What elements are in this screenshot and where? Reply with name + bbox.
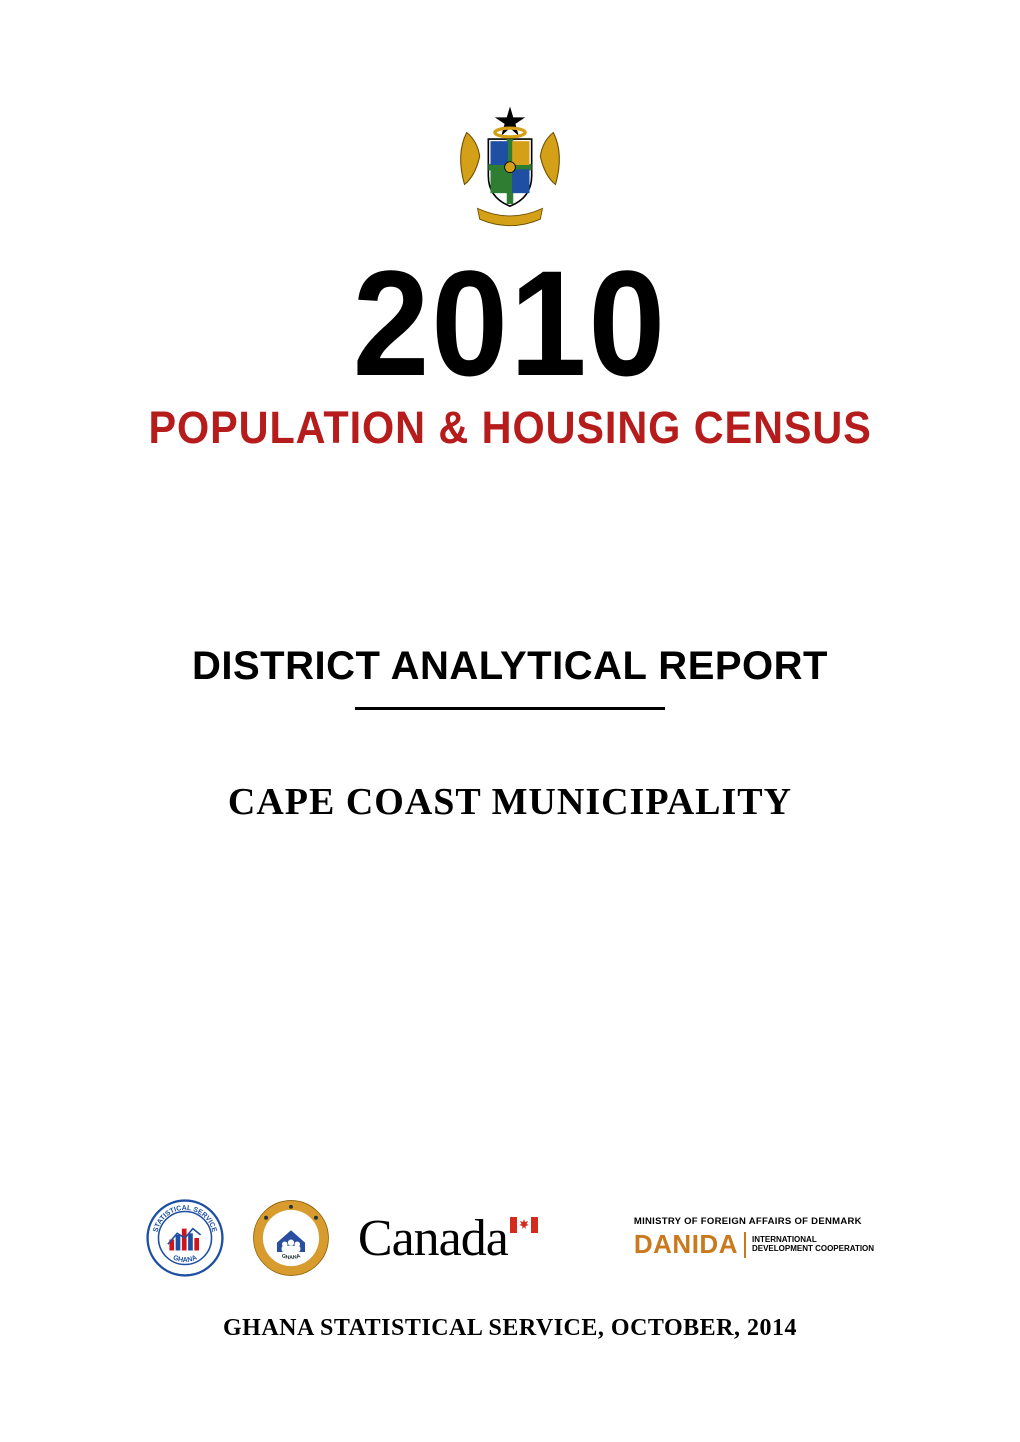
sponsor-logo-row: STATISTICAL SERVICE GHANA GHANA [0, 1199, 1020, 1277]
publisher-line: GHANA STATISTICAL SERVICE, OCTOBER, 2014 [0, 1315, 1020, 1342]
district-name: CAPE COAST MUNICIPALITY [228, 780, 792, 824]
title-divider [355, 707, 665, 710]
canada-wordmark: Canada [358, 1209, 538, 1268]
danida-row: DANIDA INTERNATIONAL DEVELOPMENT COOPERA… [634, 1229, 874, 1260]
danida-divider-icon [744, 1232, 746, 1258]
report-title: DISTRICT ANALYTICAL REPORT [192, 644, 828, 689]
census-title: POPULATION & HOUSING CENSUS [148, 402, 871, 454]
phc-logo-icon: GHANA [252, 1199, 330, 1277]
canada-flag-icon [510, 1217, 538, 1233]
gss-logo-icon: STATISTICAL SERVICE GHANA [146, 1199, 224, 1277]
danida-ministry-text: MINISTRY OF FOREIGN AFFAIRS OF DENMARK [634, 1216, 862, 1227]
danida-name: DANIDA [634, 1229, 738, 1260]
census-year: 2010 [353, 248, 667, 398]
cover-page: 2010 POPULATION & HOUSING CENSUS DISTRIC… [0, 0, 1020, 1442]
danida-sub2: DEVELOPMENT COOPERATION [752, 1245, 874, 1254]
danida-logo: MINISTRY OF FOREIGN AFFAIRS OF DENMARK D… [634, 1216, 874, 1260]
ghana-coat-of-arms-icon [445, 100, 575, 230]
canada-text: Canada [358, 1209, 508, 1268]
danida-subtitle: INTERNATIONAL DEVELOPMENT COOPERATION [752, 1236, 874, 1254]
